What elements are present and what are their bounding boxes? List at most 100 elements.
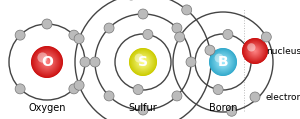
Circle shape <box>140 60 146 64</box>
Circle shape <box>133 52 153 72</box>
Circle shape <box>216 55 230 69</box>
Circle shape <box>246 42 264 60</box>
Circle shape <box>243 39 267 63</box>
Circle shape <box>32 47 62 77</box>
Circle shape <box>209 48 237 76</box>
Circle shape <box>80 57 90 67</box>
Circle shape <box>69 30 79 40</box>
Circle shape <box>136 56 149 68</box>
Circle shape <box>34 50 59 74</box>
Circle shape <box>247 43 263 59</box>
Circle shape <box>37 52 57 72</box>
Circle shape <box>218 56 229 68</box>
Circle shape <box>133 52 153 72</box>
Circle shape <box>129 48 157 76</box>
Circle shape <box>205 45 215 55</box>
Circle shape <box>172 23 182 33</box>
Circle shape <box>182 5 192 15</box>
Circle shape <box>213 52 233 72</box>
Circle shape <box>222 61 224 63</box>
Circle shape <box>43 58 51 66</box>
Circle shape <box>140 59 146 65</box>
Circle shape <box>245 41 265 61</box>
Circle shape <box>69 84 79 94</box>
Circle shape <box>217 56 229 68</box>
Circle shape <box>134 53 152 71</box>
Circle shape <box>215 54 231 70</box>
Circle shape <box>213 52 233 72</box>
Circle shape <box>40 55 54 69</box>
Circle shape <box>249 45 261 57</box>
Circle shape <box>220 59 226 65</box>
Circle shape <box>142 61 144 63</box>
Circle shape <box>37 52 57 72</box>
Circle shape <box>216 55 230 69</box>
Circle shape <box>132 51 154 73</box>
Circle shape <box>42 57 52 67</box>
Circle shape <box>227 106 237 116</box>
Circle shape <box>218 57 228 67</box>
Circle shape <box>212 51 234 73</box>
Circle shape <box>46 61 48 63</box>
Circle shape <box>138 57 148 67</box>
Circle shape <box>242 38 268 64</box>
Circle shape <box>248 44 262 58</box>
Circle shape <box>210 49 236 75</box>
Circle shape <box>214 53 232 71</box>
Circle shape <box>142 61 144 63</box>
Circle shape <box>249 45 261 57</box>
Circle shape <box>214 54 231 70</box>
Circle shape <box>138 105 148 115</box>
Circle shape <box>32 47 62 77</box>
Circle shape <box>243 39 267 63</box>
Circle shape <box>142 61 144 63</box>
Circle shape <box>38 53 56 71</box>
Circle shape <box>250 47 260 55</box>
Circle shape <box>137 56 149 68</box>
Circle shape <box>137 56 148 68</box>
Circle shape <box>244 40 266 62</box>
Circle shape <box>251 47 259 55</box>
Circle shape <box>138 57 148 67</box>
Circle shape <box>130 49 156 75</box>
Circle shape <box>44 59 50 65</box>
Circle shape <box>251 47 259 55</box>
Circle shape <box>43 58 51 66</box>
Circle shape <box>223 29 233 39</box>
Circle shape <box>214 52 232 72</box>
Circle shape <box>130 49 156 75</box>
Circle shape <box>252 48 258 54</box>
Circle shape <box>44 59 50 65</box>
Circle shape <box>39 54 55 70</box>
Circle shape <box>246 42 264 60</box>
Circle shape <box>246 42 264 60</box>
Circle shape <box>131 50 155 74</box>
Circle shape <box>248 45 262 57</box>
Circle shape <box>212 51 234 73</box>
Circle shape <box>244 40 266 62</box>
Circle shape <box>140 59 146 65</box>
Circle shape <box>34 49 60 75</box>
Circle shape <box>243 39 267 63</box>
Circle shape <box>40 56 53 68</box>
Circle shape <box>31 46 63 78</box>
Circle shape <box>40 55 54 69</box>
Circle shape <box>131 50 155 74</box>
Circle shape <box>42 57 52 67</box>
Circle shape <box>34 49 60 75</box>
Circle shape <box>254 50 256 52</box>
Circle shape <box>139 58 147 66</box>
Circle shape <box>216 55 230 69</box>
Circle shape <box>247 43 256 52</box>
Circle shape <box>141 60 145 64</box>
Circle shape <box>141 60 145 64</box>
Circle shape <box>45 60 49 64</box>
Circle shape <box>104 23 114 33</box>
Circle shape <box>41 56 53 68</box>
Circle shape <box>44 59 50 65</box>
Circle shape <box>214 53 232 71</box>
Text: S: S <box>138 55 148 69</box>
Circle shape <box>215 54 231 70</box>
Circle shape <box>41 56 53 68</box>
Circle shape <box>74 80 84 90</box>
